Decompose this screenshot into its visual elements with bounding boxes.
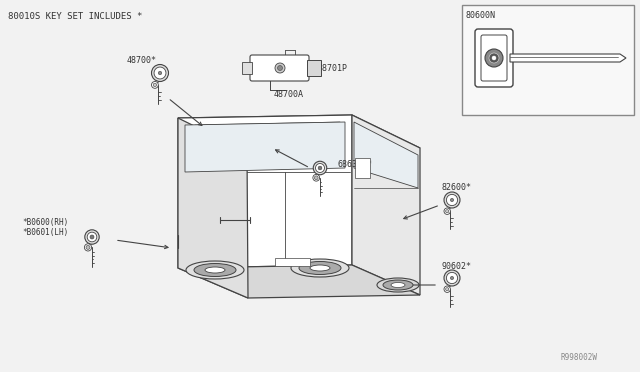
Polygon shape: [178, 115, 352, 268]
Ellipse shape: [310, 265, 330, 271]
Circle shape: [86, 246, 90, 249]
Polygon shape: [178, 115, 420, 152]
Ellipse shape: [205, 267, 225, 273]
Circle shape: [154, 67, 166, 79]
Text: 48701P: 48701P: [318, 64, 348, 73]
Circle shape: [90, 235, 94, 239]
Circle shape: [444, 208, 451, 214]
Circle shape: [444, 286, 451, 292]
Text: 80600N: 80600N: [466, 11, 496, 20]
Circle shape: [85, 230, 99, 244]
Ellipse shape: [194, 263, 236, 276]
Text: *B0600(RH)
*B0601(LH): *B0600(RH) *B0601(LH): [22, 218, 68, 237]
Polygon shape: [352, 115, 420, 295]
Circle shape: [446, 195, 458, 206]
Circle shape: [445, 288, 449, 291]
Text: 80010S KEY SET INCLUDES *: 80010S KEY SET INCLUDES *: [8, 12, 142, 21]
Ellipse shape: [377, 278, 419, 292]
Circle shape: [492, 56, 496, 60]
Circle shape: [87, 232, 97, 242]
Circle shape: [445, 209, 449, 213]
FancyBboxPatch shape: [250, 55, 309, 81]
Text: 48700A: 48700A: [274, 90, 304, 99]
FancyBboxPatch shape: [475, 29, 513, 87]
Circle shape: [152, 81, 158, 88]
Polygon shape: [354, 122, 418, 188]
Ellipse shape: [391, 282, 405, 288]
Circle shape: [485, 49, 503, 67]
Bar: [355, 158, 370, 178]
Circle shape: [313, 174, 319, 181]
Polygon shape: [510, 54, 626, 62]
Text: 90602*: 90602*: [442, 262, 472, 271]
Circle shape: [278, 65, 282, 71]
Text: R998002W: R998002W: [561, 353, 598, 362]
Polygon shape: [185, 122, 345, 172]
Circle shape: [444, 192, 460, 208]
Bar: [462, 5, 634, 115]
Circle shape: [318, 166, 322, 170]
Circle shape: [451, 198, 454, 202]
FancyBboxPatch shape: [481, 35, 507, 81]
Circle shape: [84, 244, 92, 251]
Ellipse shape: [299, 262, 341, 275]
Ellipse shape: [291, 259, 349, 277]
Polygon shape: [178, 265, 420, 298]
Polygon shape: [178, 118, 248, 298]
Bar: [307, 60, 321, 76]
Circle shape: [153, 83, 157, 87]
Ellipse shape: [383, 280, 413, 290]
Circle shape: [446, 272, 458, 283]
Text: 82600*: 82600*: [442, 183, 472, 192]
Bar: [242, 62, 252, 74]
Text: 68632S*: 68632S*: [338, 160, 373, 169]
Circle shape: [152, 64, 168, 81]
Circle shape: [314, 176, 318, 180]
Circle shape: [275, 63, 285, 73]
Circle shape: [444, 270, 460, 286]
Text: 48700*: 48700*: [127, 56, 157, 65]
Circle shape: [489, 53, 499, 63]
Circle shape: [158, 71, 162, 75]
Ellipse shape: [186, 261, 244, 279]
Circle shape: [451, 276, 454, 280]
Circle shape: [316, 164, 324, 173]
Bar: [275, 258, 310, 266]
Circle shape: [313, 161, 327, 175]
